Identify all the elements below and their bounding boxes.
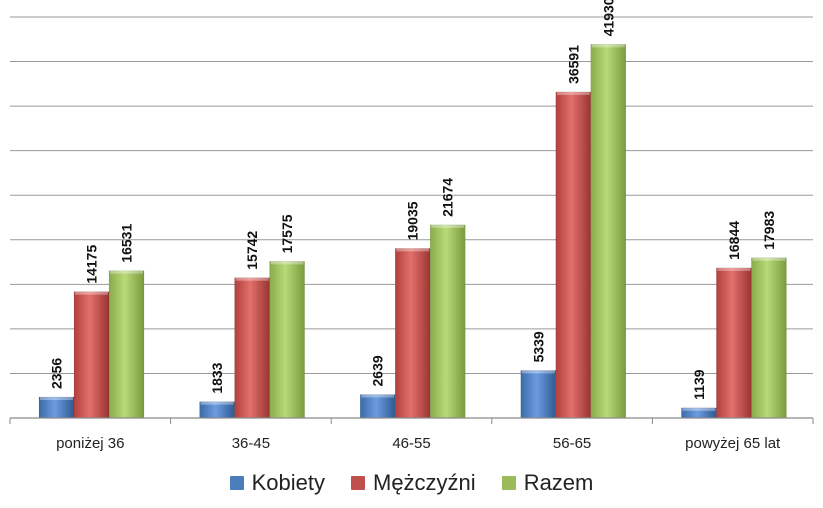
data-label: 41930	[600, 0, 616, 36]
bar-highlight	[396, 248, 430, 252]
x-tick-label: 36-45	[232, 435, 270, 452]
bar-razem-0	[108, 270, 145, 419]
legend-item-razem: Razem	[501, 470, 594, 496]
legend-label-razem: Razem	[523, 470, 594, 495]
bars	[38, 44, 787, 419]
bar-kobiety-0	[38, 396, 75, 419]
bar-highlight	[717, 267, 751, 271]
data-label: 15742	[244, 231, 260, 270]
data-label: 17983	[761, 211, 777, 250]
data-label: 5339	[530, 331, 546, 362]
bar-highlight	[75, 291, 108, 295]
x-axis: poniżej 36 36-45 46-55 56-65 powyżej 65 lat	[9, 417, 814, 452]
bar-razem-4	[751, 257, 787, 419]
legend-item-mezczyzni: Mężczyźni	[351, 470, 476, 496]
bar-mczyni-4	[716, 267, 752, 419]
bar-highlight	[752, 257, 786, 261]
data-label: 19035	[405, 201, 421, 240]
bar-kobiety-2	[359, 394, 396, 419]
bar-highlight	[110, 270, 143, 274]
legend-item-kobiety: Kobiety	[229, 470, 325, 496]
legend-swatch-razem	[501, 476, 516, 490]
data-label: 16844	[726, 221, 742, 260]
x-tick-label: 46-55	[392, 435, 430, 452]
bar-highlight	[200, 401, 234, 405]
data-label: 1139	[691, 369, 707, 400]
data-label: 21674	[440, 178, 456, 217]
bar-highlight	[270, 261, 304, 265]
data-label: 16531	[119, 224, 135, 263]
bar-razem-1	[269, 261, 305, 419]
legend-label-mezczyzni: Mężczyźni	[373, 470, 476, 495]
legend-swatch-mezczyzni	[351, 476, 365, 490]
bar-razem-2	[429, 224, 466, 419]
bar-razem-3	[590, 44, 627, 419]
data-label: 2356	[49, 358, 65, 389]
legend-swatch-kobiety	[229, 476, 244, 490]
bar-mczyni-0	[73, 291, 110, 419]
data-label: 2639	[370, 355, 386, 386]
bar-highlight	[361, 394, 395, 398]
bar-kobiety-3	[520, 370, 557, 419]
data-label: 36591	[565, 45, 581, 84]
bar-mczyni-1	[234, 277, 270, 419]
data-labels: 2356 1833 2639 5339 1139 14175 15742 19035 36591…	[49, 0, 777, 400]
x-tick-label: poniżej 36	[56, 435, 124, 452]
bar-mczyni-3	[555, 91, 592, 419]
bar-highlight	[235, 277, 269, 281]
legend-label-kobiety: Kobiety	[251, 470, 325, 495]
x-tick-label: powyżej 65 lat	[685, 435, 781, 452]
data-label: 17575	[279, 214, 295, 253]
data-label: 1833	[209, 362, 225, 393]
x-tick-label: 56-65	[553, 435, 591, 452]
bar-highlight	[556, 91, 590, 95]
legend: Kobiety Mężczyźni Razem	[0, 470, 823, 496]
bar-highlight	[591, 44, 625, 48]
bar-highlight	[521, 370, 555, 374]
bar-highlight	[682, 407, 716, 411]
bar-mczyni-2	[394, 248, 431, 419]
bar-highlight	[40, 397, 73, 401]
bar-highlight	[431, 224, 465, 228]
data-label: 14175	[84, 245, 100, 284]
bar-chart: poniżej 36 36-45 46-55 56-65 powyżej 65 lat …	[9, 0, 814, 452]
